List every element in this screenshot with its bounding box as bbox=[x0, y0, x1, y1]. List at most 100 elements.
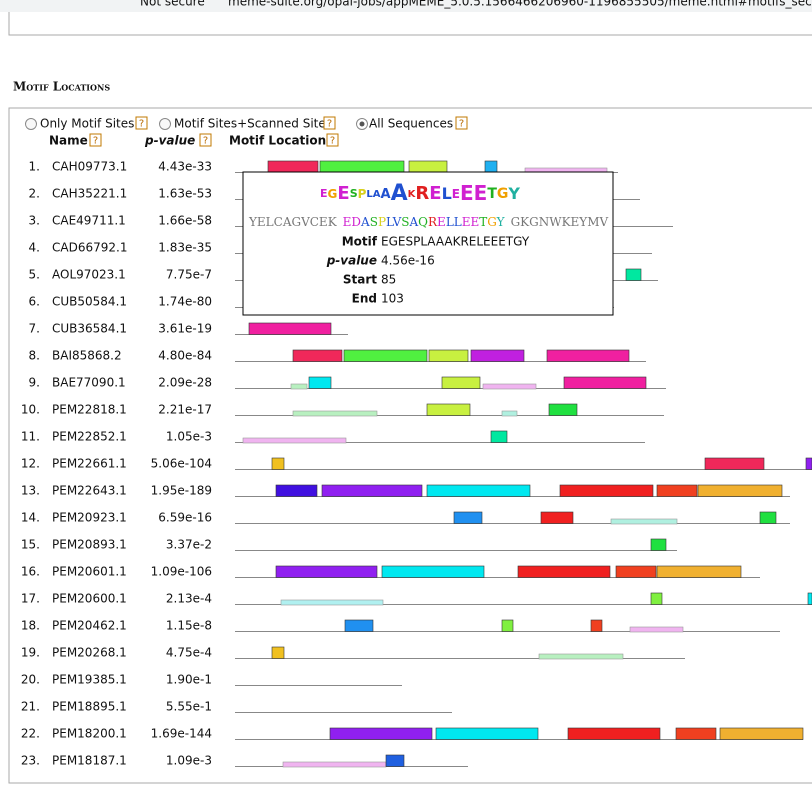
motif-site[interactable] bbox=[290, 383, 308, 390]
motif-site[interactable] bbox=[590, 619, 603, 632]
help-mark: ? bbox=[459, 119, 464, 130]
seq-name: CUB36584.1 bbox=[52, 322, 127, 336]
motif-site[interactable] bbox=[629, 626, 684, 633]
seq-letter: E bbox=[437, 215, 446, 229]
motif-site[interactable] bbox=[615, 565, 657, 578]
motif-site[interactable] bbox=[675, 727, 717, 740]
help-icon[interactable] bbox=[323, 116, 336, 130]
motif-site[interactable] bbox=[343, 349, 428, 362]
motif-site[interactable] bbox=[282, 761, 387, 768]
motif-site[interactable] bbox=[650, 592, 663, 605]
motif-site[interactable] bbox=[435, 727, 539, 740]
help-icon[interactable] bbox=[199, 133, 212, 147]
motif-site[interactable] bbox=[559, 484, 654, 497]
motif-site[interactable] bbox=[490, 430, 508, 443]
seq-letter: Y bbox=[496, 215, 506, 229]
motif-site[interactable] bbox=[484, 160, 498, 173]
radio-label[interactable]: Only Motif Sites bbox=[40, 117, 134, 131]
seq-letter: S bbox=[370, 215, 378, 229]
help-icon[interactable] bbox=[89, 133, 102, 147]
motif-site[interactable] bbox=[308, 376, 332, 389]
motif-site[interactable] bbox=[441, 376, 481, 389]
motif-site[interactable] bbox=[567, 727, 661, 740]
motif-site[interactable] bbox=[805, 457, 812, 470]
motif-site[interactable] bbox=[271, 457, 285, 470]
tooltip-value: 85 bbox=[381, 273, 396, 287]
seq-name: PEM18200.1 bbox=[52, 727, 127, 741]
row-index: 22. bbox=[21, 727, 40, 741]
motif-site[interactable] bbox=[704, 457, 765, 470]
motif-site[interactable] bbox=[546, 349, 630, 362]
motif-site[interactable] bbox=[242, 437, 347, 444]
motif-site[interactable] bbox=[482, 383, 537, 390]
motif-site[interactable] bbox=[563, 376, 647, 389]
motif-site[interactable] bbox=[540, 511, 574, 524]
tooltip-value: 4.56e-16 bbox=[381, 254, 435, 268]
motif-site[interactable] bbox=[470, 349, 525, 362]
motif-site[interactable] bbox=[426, 484, 531, 497]
seq-pvalue: 6.59e-16 bbox=[158, 511, 212, 525]
radio-label[interactable]: All Sequences bbox=[369, 117, 453, 131]
seq-pvalue: 7.75e-7 bbox=[166, 268, 212, 282]
motif-site[interactable] bbox=[538, 653, 624, 660]
motif-site[interactable] bbox=[321, 484, 423, 497]
seq-pvalue: 2.21e-17 bbox=[158, 403, 212, 417]
row-index: 5. bbox=[29, 268, 40, 282]
motif-site[interactable] bbox=[759, 511, 777, 524]
motif-site[interactable] bbox=[453, 511, 483, 524]
motif-site[interactable] bbox=[329, 727, 433, 740]
seq-name: CAE49711.1 bbox=[52, 214, 126, 228]
motif-site[interactable] bbox=[807, 592, 812, 605]
motif-site[interactable] bbox=[385, 754, 405, 767]
seq-name: BAI85868.2 bbox=[52, 349, 122, 363]
row-index: 17. bbox=[21, 592, 40, 606]
prev-panel bbox=[8, 12, 812, 36]
motif-site[interactable] bbox=[697, 484, 783, 497]
motif-site[interactable] bbox=[625, 268, 642, 281]
motif-site[interactable] bbox=[656, 565, 742, 578]
help-icon[interactable] bbox=[326, 133, 339, 147]
motif-site[interactable] bbox=[517, 565, 611, 578]
radio[interactable] bbox=[25, 118, 37, 130]
logo-letter: T bbox=[487, 186, 497, 202]
row-index: 15. bbox=[21, 538, 40, 552]
motif-site[interactable] bbox=[344, 619, 374, 632]
logo-letter: A bbox=[373, 189, 381, 200]
help-icon[interactable] bbox=[455, 116, 468, 130]
radio-label[interactable]: Motif Sites+Scanned Sites bbox=[174, 117, 332, 131]
motif-site[interactable] bbox=[650, 538, 667, 551]
seq-name: PEM18895.1 bbox=[52, 700, 127, 714]
motif-site[interactable] bbox=[319, 160, 405, 173]
motif-site[interactable] bbox=[426, 403, 471, 416]
motif-site[interactable] bbox=[501, 619, 514, 632]
motif-site[interactable] bbox=[610, 518, 678, 525]
motif-site[interactable] bbox=[292, 410, 378, 417]
seq-flank: GKGNWKEYMV bbox=[511, 215, 609, 229]
motif-site[interactable] bbox=[501, 410, 518, 417]
motif-site[interactable] bbox=[548, 403, 578, 416]
motif-site[interactable] bbox=[719, 727, 804, 740]
motif-site[interactable] bbox=[381, 565, 485, 578]
url[interactable]: meme-suite.org/opal-jobs/appMEME_5.0.5.1… bbox=[228, 0, 812, 9]
logo-letter: E bbox=[320, 187, 328, 200]
motif-site[interactable] bbox=[275, 565, 378, 578]
motif-site[interactable] bbox=[428, 349, 469, 362]
motif-site[interactable] bbox=[292, 349, 343, 362]
logo-letter: Y bbox=[507, 184, 520, 203]
motif-site[interactable] bbox=[656, 484, 698, 497]
motif-site[interactable] bbox=[248, 322, 332, 335]
motif-site[interactable] bbox=[271, 646, 285, 659]
motif-site[interactable] bbox=[275, 484, 318, 497]
seq-pvalue: 4.80e-84 bbox=[158, 349, 212, 363]
seq-name: PEM20893.1 bbox=[52, 538, 127, 552]
logo-letter: A bbox=[381, 187, 391, 202]
seq-name: PEM20268.1 bbox=[52, 646, 127, 660]
row-index: 18. bbox=[21, 619, 40, 633]
help-icon[interactable] bbox=[135, 116, 148, 130]
seq-name: CAH35221.1 bbox=[52, 187, 127, 201]
radio[interactable] bbox=[159, 118, 171, 130]
motif-site[interactable] bbox=[280, 599, 384, 606]
motif-site[interactable] bbox=[408, 160, 448, 173]
seq-name: PEM20923.1 bbox=[52, 511, 127, 525]
motif-site[interactable] bbox=[267, 160, 319, 173]
